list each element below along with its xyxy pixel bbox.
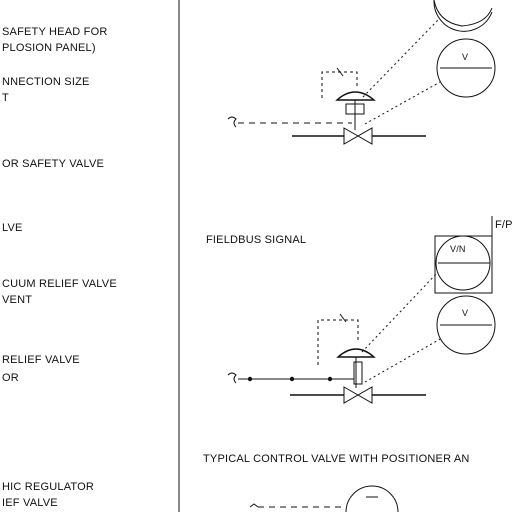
diagram-caption: TYPICAL CONTROL VALVE WITH POSITIONER AN	[203, 453, 470, 465]
fieldbus-valve-assembly: FIELDBUS SIGNAL F/P V/N V	[206, 216, 512, 404]
legend-item-2-line2: T	[2, 92, 9, 104]
legend-item-1-line2: PLOSION PANEL)	[2, 42, 96, 54]
top-instrument-bubble-partial	[433, 0, 493, 32]
bottom-line-break	[249, 503, 259, 508]
fieldbus-feedback-tick	[339, 313, 347, 323]
fieldbus-positioner-body	[353, 361, 363, 385]
fieldbus-node-1	[247, 376, 253, 382]
fieldbus-signal-upper	[361, 271, 439, 353]
fieldbus-signal-label: FIELDBUS SIGNAL	[206, 234, 306, 246]
signal-line-upper	[362, 19, 439, 98]
top-valve-assembly: V	[227, 0, 496, 145]
legend-item-4-line1: LVE	[2, 222, 23, 234]
top-instrument-bubble-arc	[433, 0, 493, 27]
fieldbus-control-valve-body	[343, 386, 373, 404]
valve-bubble-label: V	[462, 52, 468, 62]
legend-item-7-line1: HIC REGULATOR	[2, 481, 94, 493]
fieldbus-valve-bubble-label: V	[462, 308, 468, 318]
positioner-label: V/N	[450, 244, 466, 254]
fieldbus-diaphragm-actuator	[336, 348, 376, 358]
fieldbus-line-break	[227, 372, 237, 384]
bottom-bubble-partial	[345, 485, 399, 512]
legend-panel: SAFETY HEAD FOR PLOSION PANEL) NNECTION …	[2, 26, 117, 509]
legend-item-6-line2: OR	[2, 372, 19, 384]
legend-item-1-line1: SAFETY HEAD FOR	[2, 26, 107, 38]
control-valve-body	[343, 127, 373, 145]
legend-item-5-line1: CUUM RELIEF VALVE	[2, 278, 117, 290]
fieldbus-feedback-box	[317, 319, 359, 365]
fieldbus-valve-bubble	[436, 295, 496, 355]
stem-guide	[345, 103, 365, 115]
valve-instrument-bubble	[436, 38, 496, 98]
fieldbus-signal-lower	[364, 337, 443, 383]
fp-label: F/P	[495, 219, 512, 231]
diaphragm-actuator	[335, 91, 376, 101]
legend-item-2-line1: NNECTION SIZE	[2, 76, 90, 88]
legend-item-5-line2: VENT	[2, 294, 32, 306]
signal-line-lower	[364, 81, 441, 125]
fieldbus-node-2	[289, 376, 295, 382]
bottom-partial-assembly	[249, 485, 399, 512]
fieldbus-node-3	[327, 376, 333, 382]
signal-line-break	[227, 116, 237, 128]
feedback-tick	[336, 67, 344, 77]
legend-item-6-line1: RELIEF VALVE	[2, 354, 80, 366]
feedback-box	[321, 71, 358, 98]
legend-item-7-line2: IEF VALVE	[2, 497, 58, 509]
legend-item-3-line1: OR SAFETY VALVE	[2, 158, 104, 170]
